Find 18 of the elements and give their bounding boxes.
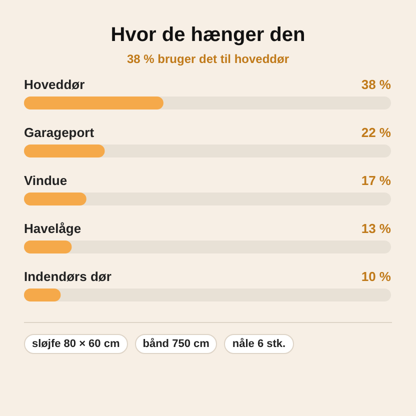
y-tick-label: Havelåge: [24, 221, 82, 236]
chart-title: Hvor de hænger den: [110, 24, 306, 46]
bar: [24, 192, 86, 206]
text: nåle 6 stk.: [224, 334, 294, 354]
data-label: 22 %: [361, 125, 392, 140]
data-label: 10 %: [361, 269, 392, 284]
y-tick-label: Indendørs dør: [24, 269, 112, 284]
bar: [24, 240, 72, 254]
data-label: 13 %: [361, 221, 392, 236]
data-label: 38 %: [361, 77, 392, 92]
chart-subtitle: 38 % bruger det til hoveddør: [126, 52, 290, 66]
y-tick-label: Vindue: [24, 173, 68, 188]
data-label: 17 %: [361, 173, 392, 188]
y-tick-label: Garageport: [24, 125, 95, 140]
text: bånd 750 cm: [134, 334, 218, 354]
y-tick-label: Hoveddør: [24, 77, 85, 92]
text: sløjfe 80 × 60 cm: [24, 334, 128, 354]
bar: [24, 144, 105, 158]
